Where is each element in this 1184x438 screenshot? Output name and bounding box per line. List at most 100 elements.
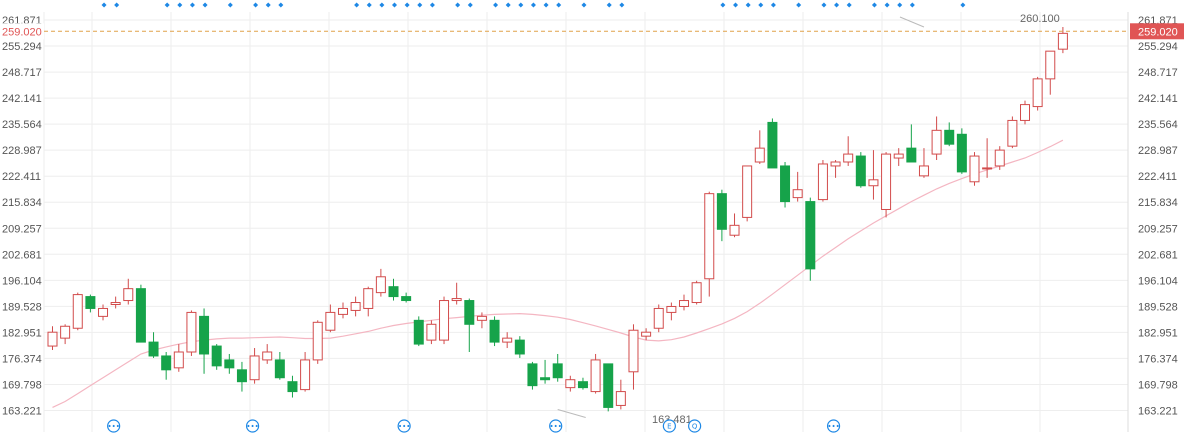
event-diamond-icon[interactable] [619,2,625,8]
candle[interactable] [375,268,386,297]
candle[interactable] [186,310,197,356]
candle[interactable] [729,213,740,238]
candle[interactable] [780,161,791,208]
event-diamond-icon[interactable] [177,2,183,8]
candle[interactable] [300,351,311,392]
candle[interactable] [817,160,828,202]
candle[interactable] [540,359,551,384]
candle[interactable] [224,353,235,374]
candle[interactable] [148,332,159,358]
candle[interactable] [704,191,715,297]
candle[interactable] [363,286,374,317]
candle[interactable] [236,361,247,392]
candle[interactable] [439,296,450,345]
event-diamond-icon[interactable] [846,2,852,8]
event-diamond-icon[interactable] [770,2,776,8]
candle[interactable] [514,336,525,358]
event-diamond-icon[interactable] [518,2,524,8]
event-diamond-icon[interactable] [493,2,499,8]
candle[interactable] [691,280,702,305]
candle[interactable] [918,148,929,178]
candle[interactable] [249,348,260,384]
event-diamond-icon[interactable] [202,2,208,8]
candle[interactable] [754,130,765,164]
ellipsis-circle-icon[interactable]: ••• [397,419,411,433]
candle[interactable] [401,292,412,303]
event-diamond-icon[interactable] [265,2,271,8]
bottom-event-markers[interactable]: ••• ••• ••• ••• E Q ••• [107,419,841,433]
top-event-markers[interactable] [101,2,966,8]
event-diamond-icon[interactable] [720,2,726,8]
candle[interactable] [742,165,753,222]
candle[interactable] [211,344,222,370]
candle[interactable] [641,328,652,341]
event-diamond-icon[interactable] [227,2,233,8]
candle[interactable] [1007,116,1018,149]
ellipsis-circle-icon[interactable]: ••• [245,419,260,433]
candle[interactable] [502,332,513,349]
candle[interactable] [350,296,361,317]
candle[interactable] [969,152,980,186]
candle[interactable] [161,351,172,380]
event-diamond-icon[interactable] [429,2,435,8]
candle[interactable] [1020,100,1031,125]
candle[interactable] [451,282,462,305]
event-diamond-icon[interactable] [543,2,549,8]
candle[interactable] [85,294,96,313]
event-diamond-icon[interactable] [392,2,398,8]
candle[interactable] [906,124,917,163]
candle[interactable] [944,122,955,147]
candle[interactable] [287,375,298,398]
candle[interactable] [931,116,942,161]
event-diamond-icon[interactable] [871,2,877,8]
event-diamond-icon[interactable] [379,2,385,8]
event-diamond-icon[interactable] [404,2,410,8]
candle[interactable] [274,351,285,380]
candle[interactable] [994,146,1005,170]
ellipsis-circle-icon[interactable]: ••• [107,419,121,433]
candle[interactable] [792,171,803,202]
candle[interactable] [603,363,614,412]
candle[interactable] [590,353,601,394]
event-diamond-icon[interactable] [354,2,360,8]
event-diamond-icon[interactable] [101,2,107,8]
candle[interactable] [388,278,399,301]
candle[interactable] [830,160,841,178]
event-diamond-icon[interactable] [467,2,473,8]
event-diamond-icon[interactable] [606,2,612,8]
candle[interactable] [426,320,437,345]
candle[interactable] [1032,76,1043,111]
candle[interactable] [805,197,816,281]
event-diamond-icon[interactable] [253,2,259,8]
event-diamond-icon[interactable] [884,2,890,8]
candle[interactable] [60,324,71,345]
event-diamond-icon[interactable] [164,2,170,8]
candle[interactable] [716,189,727,242]
event-diamond-icon[interactable] [745,2,751,8]
candle[interactable] [679,294,689,311]
candle[interactable] [653,304,664,333]
candle[interactable] [855,152,866,188]
event-diamond-icon[interactable] [505,2,511,8]
candle[interactable] [110,296,121,309]
event-diamond-icon[interactable] [733,2,739,8]
candle[interactable] [956,128,967,174]
candle[interactable] [489,316,500,347]
letter-e-circle-icon[interactable]: E [662,419,676,433]
candle[interactable] [47,326,58,351]
candle[interactable] [464,298,475,352]
event-diamond-icon[interactable] [897,2,903,8]
letter-q-circle-icon[interactable]: Q [688,419,702,433]
event-diamond-icon[interactable] [909,2,915,8]
candle[interactable] [123,278,134,305]
candle[interactable] [552,353,563,382]
candle[interactable] [173,344,184,372]
candle[interactable] [199,308,210,374]
candle[interactable] [262,344,273,364]
candle[interactable] [615,379,626,410]
candle[interactable] [982,138,993,178]
candle[interactable] [881,152,892,218]
event-diamond-icon[interactable] [114,2,120,8]
event-diamond-icon[interactable] [417,2,423,8]
